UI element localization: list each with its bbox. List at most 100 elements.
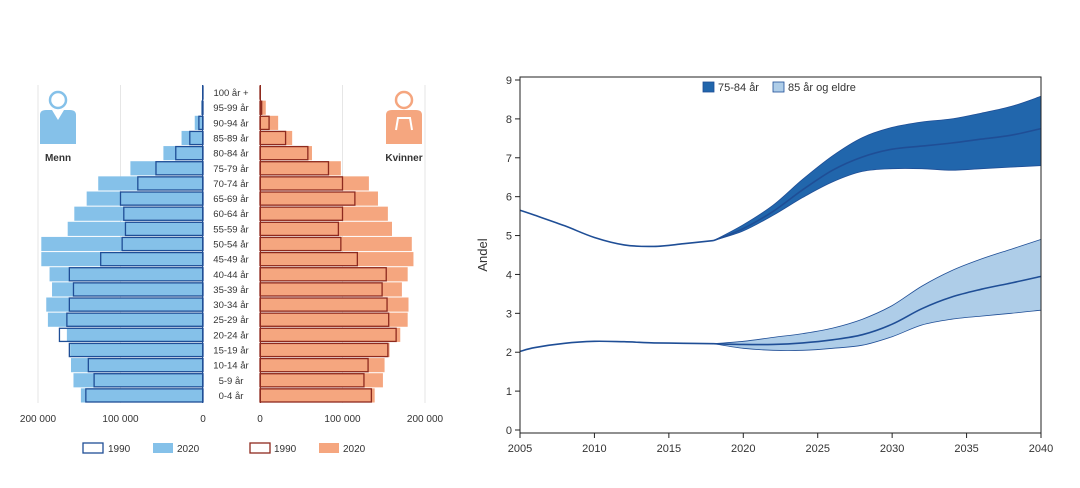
pyramid-women-bars	[259, 85, 414, 403]
bar-women-2020-8	[260, 267, 408, 282]
bar-men-2020-1	[73, 373, 203, 388]
bar-men-2020-13	[86, 191, 203, 206]
age-label-15: 75-79 år	[213, 164, 248, 175]
bar-women-2020-14	[260, 176, 369, 191]
bar-women-2020-7	[260, 282, 402, 297]
legend-85-plus-swatch	[772, 81, 785, 93]
bar-men-2020-17	[181, 130, 203, 146]
age-label-10: 50-54 år	[213, 240, 248, 251]
age-label-13: 65-69 år	[213, 194, 248, 205]
pyramid-xtick-men-2: 0	[200, 414, 206, 425]
history-line-75-84	[519, 209, 714, 248]
bar-women-2020-0	[260, 388, 375, 403]
bar-women-2020-15	[260, 161, 341, 176]
bar-men-2020-9	[41, 252, 203, 267]
age-label-16: 80-84 år	[213, 149, 248, 160]
legend-men-1990-swatch	[82, 442, 104, 454]
age-label-9: 45-49 år	[213, 255, 248, 266]
projection-lines	[519, 127, 1042, 353]
y-tick-label-3: 3	[506, 308, 512, 320]
y-tick-label-7: 7	[506, 153, 512, 165]
age-label-2: 10-14 år	[213, 361, 248, 372]
legend-75-84-label: 75-84 år	[718, 82, 759, 94]
y-tick-label-5: 5	[506, 231, 512, 243]
bar-women-2020-4	[260, 327, 401, 342]
bar-men-2020-3	[70, 342, 203, 358]
bar-men-2020-5	[47, 312, 204, 327]
age-label-7: 35-39 år	[213, 285, 248, 296]
legend-men-2020-label: 2020	[177, 444, 200, 455]
pyramid-xtick-men-1: 100 000	[102, 414, 139, 425]
age-label-4: 20-24 år	[213, 330, 248, 341]
age-label-6: 30-34 år	[213, 300, 248, 311]
age-label-20: 100 år +	[213, 88, 249, 99]
women-label: Kvinner	[385, 153, 422, 164]
x-tick-label-5: 2030	[880, 443, 904, 455]
history-line-85-plus	[519, 340, 714, 353]
age-label-11: 55-59 år	[213, 224, 248, 235]
bar-women-2020-13	[260, 191, 378, 206]
age-label-19: 95-99 år	[213, 103, 248, 114]
bar-men-2020-15	[130, 161, 203, 176]
y-tick-label-4: 4	[506, 269, 512, 281]
pyramid-x-axis: 200 000 100 000 0 0 100 000 200 000	[20, 85, 444, 425]
bar-men-2020-12	[74, 206, 203, 221]
bar-men-2020-14	[98, 176, 203, 191]
age-label-5: 25-29 år	[213, 315, 248, 326]
x-tick-label-7: 2040	[1029, 443, 1053, 455]
line-chart-legend: 75-84 år 85 år og eldre	[702, 81, 856, 94]
bar-women-2020-11	[260, 221, 392, 236]
legend-men-1990-label: 1990	[108, 444, 131, 455]
x-tick-label-0: 2005	[508, 443, 532, 455]
pyramid-legend: 1990 2020 1990 2020	[82, 442, 366, 455]
bar-women-2020-2	[260, 358, 385, 373]
y-tick-label-0: 0	[506, 425, 512, 437]
age-label-12: 60-64 år	[213, 209, 248, 220]
bar-men-2020-16	[163, 146, 203, 161]
bar-men-2020-6	[46, 297, 203, 312]
plot-frame	[519, 76, 1042, 434]
pyramid-xtick-women-0: 0	[257, 414, 263, 425]
x-tick-label-1: 2010	[582, 443, 606, 455]
y-axis-label: Andel	[475, 238, 490, 271]
line-chart-axes: 0 1 2 3 4 5 6 7 8 9 2005 2010 2015 2020 2025 2030 2035 20…	[506, 75, 1053, 455]
x-tick-label-6: 2035	[954, 443, 978, 455]
x-tick-label-4: 2025	[805, 443, 829, 455]
age-label-3: 15-19 år	[213, 346, 248, 357]
y-tick-label-8: 8	[506, 114, 512, 126]
band-75-84	[713, 95, 1042, 241]
woman-icon	[386, 90, 422, 144]
median-line-75-84	[713, 127, 1042, 242]
pyramid-xtick-women-1: 100 000	[324, 414, 361, 425]
legend-women-2020-swatch	[319, 443, 339, 453]
age-label-18: 90-94 år	[213, 118, 248, 129]
age-label-17: 85-89 år	[213, 134, 248, 145]
age-label-8: 40-44 år	[213, 270, 248, 281]
bar-women-2020-16	[260, 146, 312, 161]
bar-men-2020-7	[52, 282, 204, 297]
legend-women-1990-swatch	[249, 442, 271, 454]
bar-men-2020-4	[66, 327, 203, 342]
bar-women-2020-19	[260, 100, 266, 115]
y-tick-label-1: 1	[506, 386, 512, 398]
legend-women-2020-label: 2020	[343, 444, 366, 455]
bar-women-2020-12	[260, 206, 388, 221]
x-tick-label-3: 2020	[731, 443, 755, 455]
legend-75-84-swatch	[702, 81, 715, 93]
bar-women-2020-9	[260, 252, 414, 267]
projection-bands	[713, 95, 1042, 351]
bar-men-2020-2	[71, 358, 203, 373]
age-label-1: 5-9 år	[219, 376, 244, 387]
bar-men-2020-11	[67, 221, 203, 236]
y-tick-label-2: 2	[506, 347, 512, 359]
pyramid-men-bars	[41, 85, 204, 403]
bar-women-2020-17	[260, 130, 293, 146]
y-tick-label-6: 6	[506, 192, 512, 204]
band-85-plus	[713, 238, 1042, 351]
man-icon	[40, 90, 76, 144]
bar-women-2020-10	[260, 236, 412, 252]
pyramid-age-labels: 0-4 år 5-9 år 10-14 år 15-19 år 20-24 år 25-2…	[213, 88, 249, 402]
projection-line-chart: 0 1 2 3 4 5 6 7 8 9 2005 2010 2015 2020 2025 2030 2035 20…	[475, 75, 1053, 455]
bar-men-2020-0	[80, 388, 203, 403]
